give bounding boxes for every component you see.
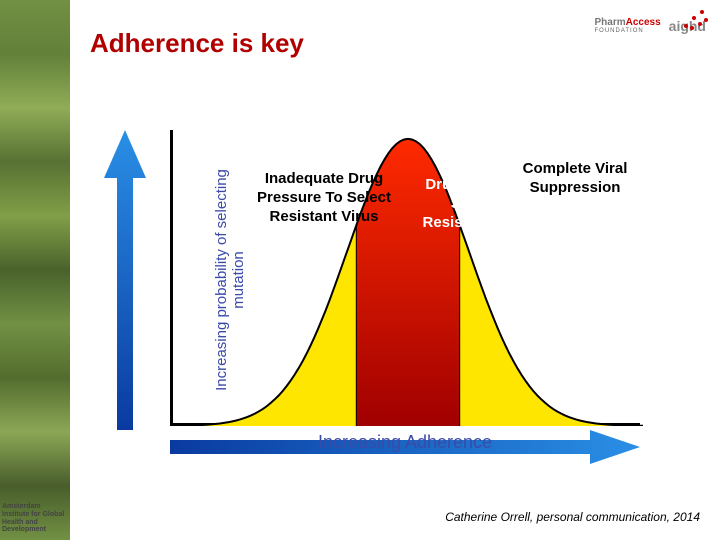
aighd-logo: aighd [669, 18, 706, 34]
side-institute-label: Amsterdam Institute for Global Health an… [2, 503, 68, 534]
logo-text: Access [626, 17, 661, 28]
region-label-right: Complete Viral Suppression [510, 160, 640, 198]
logo-text: FOUNDATION [595, 28, 661, 34]
adherence-chart: Increasing probability of selecting muta… [100, 130, 700, 470]
pharmaccess-logo: PharmAccess FOUNDATION [595, 18, 661, 34]
citation-text: Catherine Orrell, personal communication… [445, 510, 700, 524]
logo-bar: PharmAccess FOUNDATION aighd [536, 8, 706, 44]
logo-text: Pharm [595, 17, 626, 28]
y-axis-arrow [100, 130, 150, 430]
region-label-left: Inadequate Drug Pressure To Select Resis… [249, 170, 399, 226]
aighd-dots-icon [678, 6, 708, 36]
side-photo-strip [0, 0, 70, 540]
up-arrow-icon [100, 130, 150, 430]
page-title: Adherence is key [90, 28, 304, 59]
x-axis-label: Increasing Adherence [170, 432, 640, 453]
slide: Amsterdam Institute for Global Health an… [0, 0, 720, 540]
